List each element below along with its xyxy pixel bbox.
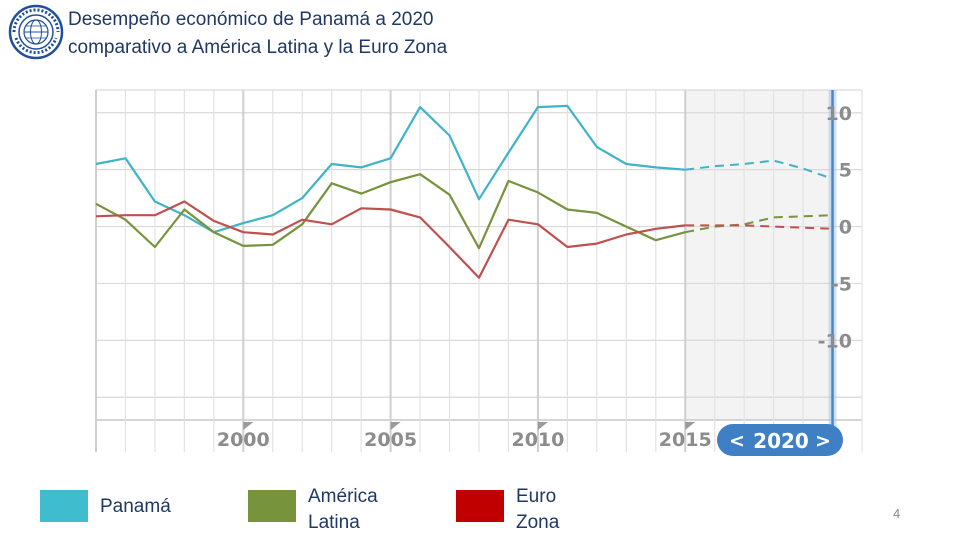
x-tick-label: 2015 <box>659 429 712 451</box>
chevron-left-icon[interactable]: < <box>729 430 745 452</box>
legend-swatch-america-latina <box>248 490 296 522</box>
y-tick-label: 10 <box>826 103 852 125</box>
series-line-euro-zona <box>95 200 686 279</box>
x-tick-label: 2005 <box>364 429 417 451</box>
year-selector-button[interactable]: <2020 > <box>717 424 843 456</box>
series-projection-am-rica-latina <box>685 214 833 234</box>
page-number: 4 <box>893 506 901 521</box>
series-line-panam- <box>95 104 686 234</box>
x-tick-marker <box>537 422 548 430</box>
x-tick-label: 2000 <box>217 429 270 451</box>
x-tick-label: 2010 <box>511 429 564 451</box>
y-tick-label: 5 <box>839 160 852 182</box>
legend-swatch-euro-zona <box>456 490 504 522</box>
legend-item-america-latina: América Latina <box>248 484 428 533</box>
y-tick-label: -5 <box>831 273 852 295</box>
x-tick-marker <box>243 422 254 430</box>
x-tick-marker <box>390 422 401 430</box>
title-line-2: comparativo a América Latina y la Euro Z… <box>68 37 448 58</box>
legend-label-euro-zona: Euro Zona <box>516 486 560 533</box>
title-line-1: Desempeño económico de Panamá a 2020 <box>68 9 434 30</box>
legend-swatch-panama <box>40 490 88 522</box>
x-tick-marker <box>685 422 696 430</box>
series-line-am-rica-latina <box>95 173 686 250</box>
legend-label-panama: Panamá <box>100 496 171 517</box>
series-projection-euro-zona <box>685 224 833 230</box>
legend-item-euro-zona: Euro Zona <box>456 484 636 533</box>
y-tick-label: 0 <box>839 217 852 239</box>
imf-seal-icon <box>8 4 64 60</box>
selected-year-label: 2020 <box>753 429 809 453</box>
series-projection-panam- <box>685 159 833 180</box>
legend-item-panama: Panamá <box>40 484 220 532</box>
chevron-right-icon[interactable]: > <box>815 430 831 452</box>
y-tick-label: -10 <box>818 330 852 352</box>
slide-title: Desempeño económico de Panamá a 2020 com… <box>68 6 668 62</box>
projection-shading <box>685 90 833 420</box>
year-selector-background <box>717 424 843 456</box>
legend-label-america-latina: América Latina <box>308 486 378 533</box>
